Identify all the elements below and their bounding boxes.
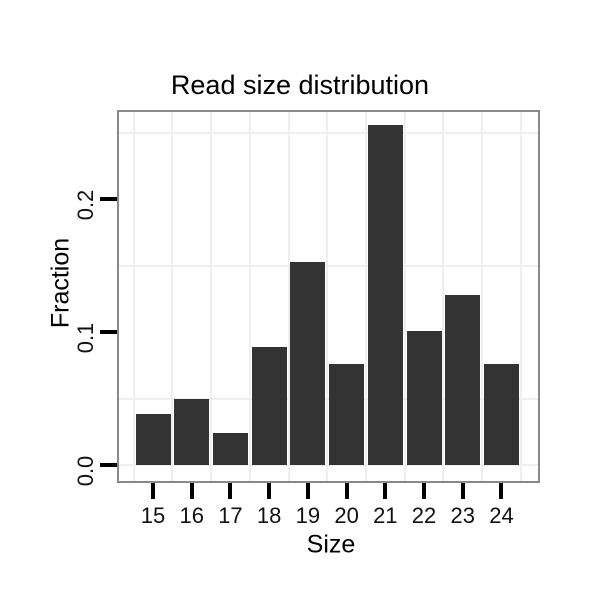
bar xyxy=(406,330,442,465)
y-tick-label: 0.0 xyxy=(73,455,98,487)
minor-gridline-vertical xyxy=(132,112,135,481)
x-tick xyxy=(344,483,349,499)
x-tick xyxy=(305,483,310,499)
y-tick-label: 0.2 xyxy=(73,189,98,221)
plot-panel xyxy=(117,110,540,483)
bar xyxy=(135,414,171,465)
minor-gridline-vertical xyxy=(364,112,367,481)
minor-gridline-vertical xyxy=(287,112,290,481)
y-tick-label: 0.1 xyxy=(73,322,98,354)
minor-gridline-vertical xyxy=(403,112,406,481)
x-tick xyxy=(422,483,427,499)
x-tick xyxy=(151,483,155,499)
minor-gridline-vertical xyxy=(210,112,213,481)
x-tick-label: 21 xyxy=(373,503,398,528)
x-tick xyxy=(460,483,465,499)
bar xyxy=(251,346,287,465)
x-tick-label: 24 xyxy=(489,503,514,528)
x-tick xyxy=(228,483,233,499)
x-tick xyxy=(189,483,194,499)
y-tick xyxy=(100,330,117,334)
x-tick-label: 19 xyxy=(295,503,321,528)
bar xyxy=(290,261,326,465)
x-axis-title: Size xyxy=(306,530,356,559)
x-tick-label: 17 xyxy=(218,503,243,528)
bar xyxy=(483,363,519,465)
x-tick-label: 20 xyxy=(334,503,359,528)
minor-gridline-vertical xyxy=(442,112,445,481)
x-tick xyxy=(267,483,272,499)
bar xyxy=(212,433,248,465)
x-tick-label: 15 xyxy=(140,503,166,528)
x-tick-label: 18 xyxy=(256,503,282,528)
x-tick xyxy=(383,483,388,499)
minor-gridline-vertical xyxy=(326,112,329,481)
bar xyxy=(367,124,403,465)
bar xyxy=(174,398,210,465)
minor-gridline-vertical xyxy=(248,112,251,481)
bar xyxy=(329,363,365,465)
chart-title: Read size distribution xyxy=(170,70,430,100)
minor-gridline-vertical xyxy=(519,112,522,481)
y-tick xyxy=(100,197,117,201)
x-tick xyxy=(499,483,504,499)
y-axis-title: Fraction xyxy=(46,237,75,329)
x-tick-label: 22 xyxy=(411,503,437,528)
x-tick-label: 16 xyxy=(179,503,204,528)
bar xyxy=(445,294,481,465)
minor-gridline-horizontal xyxy=(119,264,538,267)
minor-gridline-horizontal xyxy=(119,397,538,400)
x-tick-label: 23 xyxy=(450,503,475,528)
minor-gridline-horizontal xyxy=(119,131,538,134)
minor-gridline-horizontal xyxy=(119,464,538,466)
minor-gridline-vertical xyxy=(481,112,484,481)
y-tick xyxy=(100,463,117,467)
minor-gridline-vertical xyxy=(171,112,174,481)
